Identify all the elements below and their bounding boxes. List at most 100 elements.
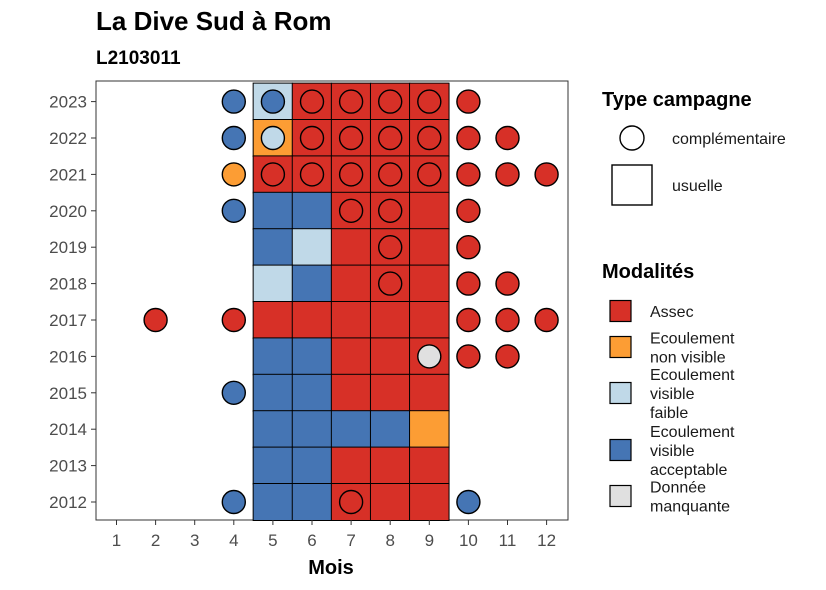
point-2016-9 xyxy=(417,344,442,369)
point-2012-10 xyxy=(456,489,481,515)
tile-2017-7 xyxy=(330,301,372,339)
x-axis: 1 2 3 4 5 6 7 8 9 10 11 12 xyxy=(112,520,556,550)
x-tick-label: 7 xyxy=(346,531,355,550)
x-tick-label: 3 xyxy=(190,531,199,550)
point-2020-10 xyxy=(456,198,481,224)
chart-title: La Dive Sud à Rom xyxy=(96,6,332,36)
x-tick-label: 9 xyxy=(425,531,434,550)
legend-modalite-label: Ecoulement xyxy=(650,367,735,384)
tile-2017-9 xyxy=(409,301,450,339)
y-tick-label: 2020 xyxy=(49,202,87,221)
legend-modalite-label: visible xyxy=(650,443,695,460)
tile-2014-5 xyxy=(252,410,294,449)
tile-2016-6 xyxy=(291,337,333,376)
point-2017-2 xyxy=(143,307,168,333)
y-axis: 2012 2013 2014 2015 2016 2017 2018 2019 2020 2021… xyxy=(49,93,96,512)
tile-2012-6 xyxy=(291,483,333,521)
tile-2013-7 xyxy=(330,446,372,485)
point-2023-5 xyxy=(260,89,286,114)
tile-2017-6 xyxy=(291,301,333,339)
point-2022-7 xyxy=(338,125,364,151)
x-tick-label: 8 xyxy=(385,531,394,550)
point-2021-5 xyxy=(260,162,286,187)
legend-modalite-label: Ecoulement xyxy=(650,424,735,441)
legend-modalite-label: Ecoulement xyxy=(650,331,735,348)
point-2021-12 xyxy=(534,162,559,187)
point-2021-4 xyxy=(221,162,247,187)
tile-2020-9 xyxy=(409,191,450,230)
tile-2019-6 xyxy=(291,228,333,267)
point-2020-4 xyxy=(221,198,247,224)
legend-key-swatch xyxy=(609,438,632,462)
point-2012-4 xyxy=(221,489,247,515)
x-tick-label: 12 xyxy=(537,531,556,550)
legend-modalite-label: faible xyxy=(650,405,688,422)
point-2022-4 xyxy=(221,125,247,151)
tile-2013-9 xyxy=(409,446,450,485)
y-tick-label: 2018 xyxy=(49,275,87,294)
point-2017-11 xyxy=(495,307,520,333)
tile-2015-9 xyxy=(409,373,450,412)
legend-type-label: complémentaire xyxy=(672,131,786,148)
tile-2015-7 xyxy=(330,373,372,412)
point-2022-6 xyxy=(299,125,325,151)
tile-2020-5 xyxy=(252,191,294,230)
point-2023-7 xyxy=(338,89,364,114)
tile-2014-8 xyxy=(369,410,411,449)
tile-2017-5 xyxy=(252,301,294,339)
tile-2015-5 xyxy=(252,373,294,412)
legend-modalite-label: non visible xyxy=(650,350,726,367)
point-2019-8 xyxy=(378,234,403,260)
legend-type-label: usuelle xyxy=(672,178,723,195)
point-2021-11 xyxy=(495,162,520,187)
point-2022-5 xyxy=(260,125,286,151)
point-2022-10 xyxy=(456,125,481,151)
tile-2014-7 xyxy=(330,410,372,449)
tile-2014-9 xyxy=(409,410,450,449)
tile-2012-8 xyxy=(369,483,411,521)
point-2015-4 xyxy=(221,380,247,405)
chart-subtitle: L2103011 xyxy=(96,48,181,69)
legend-circle-key xyxy=(619,125,645,151)
tile-2019-5 xyxy=(252,228,294,267)
tile-2022-6 xyxy=(291,119,333,157)
tile-2020-6 xyxy=(291,191,333,230)
point-2016-10 xyxy=(456,344,481,369)
tile-2018-5 xyxy=(252,264,294,303)
tile-2015-8 xyxy=(369,373,411,412)
tile-2021-7 xyxy=(330,155,372,194)
y-tick-label: 2013 xyxy=(49,457,87,476)
legend-type-title: Type campagne xyxy=(602,89,752,111)
tile-2013-5 xyxy=(252,446,294,485)
y-tick-label: 2016 xyxy=(49,347,87,366)
point-2023-9 xyxy=(417,89,442,114)
y-tick-label: 2021 xyxy=(49,165,87,184)
tile-2012-9 xyxy=(409,483,450,521)
legend-key-swatch xyxy=(609,484,632,508)
point-2023-8 xyxy=(378,89,403,114)
x-tick-label: 10 xyxy=(459,531,478,550)
x-tick-label: 2 xyxy=(151,531,160,550)
point-2023-10 xyxy=(456,89,481,114)
legend-modalites-title: Modalités xyxy=(602,261,694,283)
x-axis-title: Mois xyxy=(308,557,354,579)
legend-modalite-label: visible xyxy=(650,386,695,403)
legend-type-campagne: Type campagne complémentaire usuelle xyxy=(602,89,786,206)
point-2022-9 xyxy=(417,125,442,151)
tile-2019-7 xyxy=(330,228,372,267)
point-2021-7 xyxy=(338,162,364,187)
point-2023-6 xyxy=(299,89,325,114)
y-tick-label: 2019 xyxy=(49,238,87,257)
y-tick-label: 2022 xyxy=(49,129,87,148)
point-2012-7 xyxy=(338,489,364,515)
legend-key-swatch xyxy=(609,299,632,323)
point-2018-11 xyxy=(495,271,520,296)
point-2023-4 xyxy=(221,89,247,114)
point-2020-8 xyxy=(378,198,403,224)
tile-2018-9 xyxy=(409,264,450,303)
legend-square-key xyxy=(611,164,653,206)
tile-2018-7 xyxy=(330,264,372,303)
legend-key-swatch xyxy=(609,335,632,359)
